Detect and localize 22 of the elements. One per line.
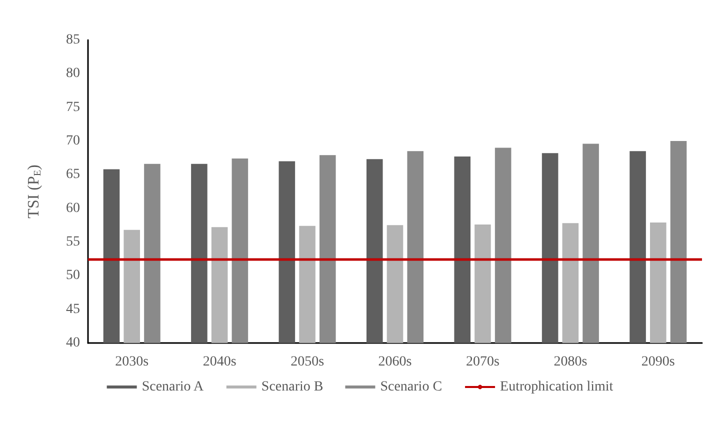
y-tick-label: 50 [66,268,80,284]
y-tick-label: 65 [66,167,80,182]
legend-label: Scenario C [380,380,442,394]
legend-label: Scenario A [142,380,205,394]
y-tick-label: 70 [66,134,80,148]
y-tick-label: 40 [66,336,80,350]
y-tick-label: 55 [66,234,80,250]
legend-label: Scenario B [261,380,324,394]
x-tick-label: 2040s [202,354,236,370]
x-tick-label: 2050s [290,354,324,370]
x-tick-label: 2070s [466,354,500,370]
y-tick-label: 45 [66,302,80,317]
legend-label: Eutrophication limit [500,380,614,394]
x-tick-label: 2030s [115,354,149,370]
y-tick-label: 85 [66,32,80,48]
x-tick-label: 2060s [378,354,412,370]
x-tick-label: 2090s [641,354,675,370]
y-axis-title: TSI (PE) [26,164,44,218]
y-tick-label: 60 [66,200,80,216]
x-tick-label: 2080s [554,354,588,370]
y-tick-label: 75 [66,100,80,115]
y-tick-label: 80 [66,66,80,82]
